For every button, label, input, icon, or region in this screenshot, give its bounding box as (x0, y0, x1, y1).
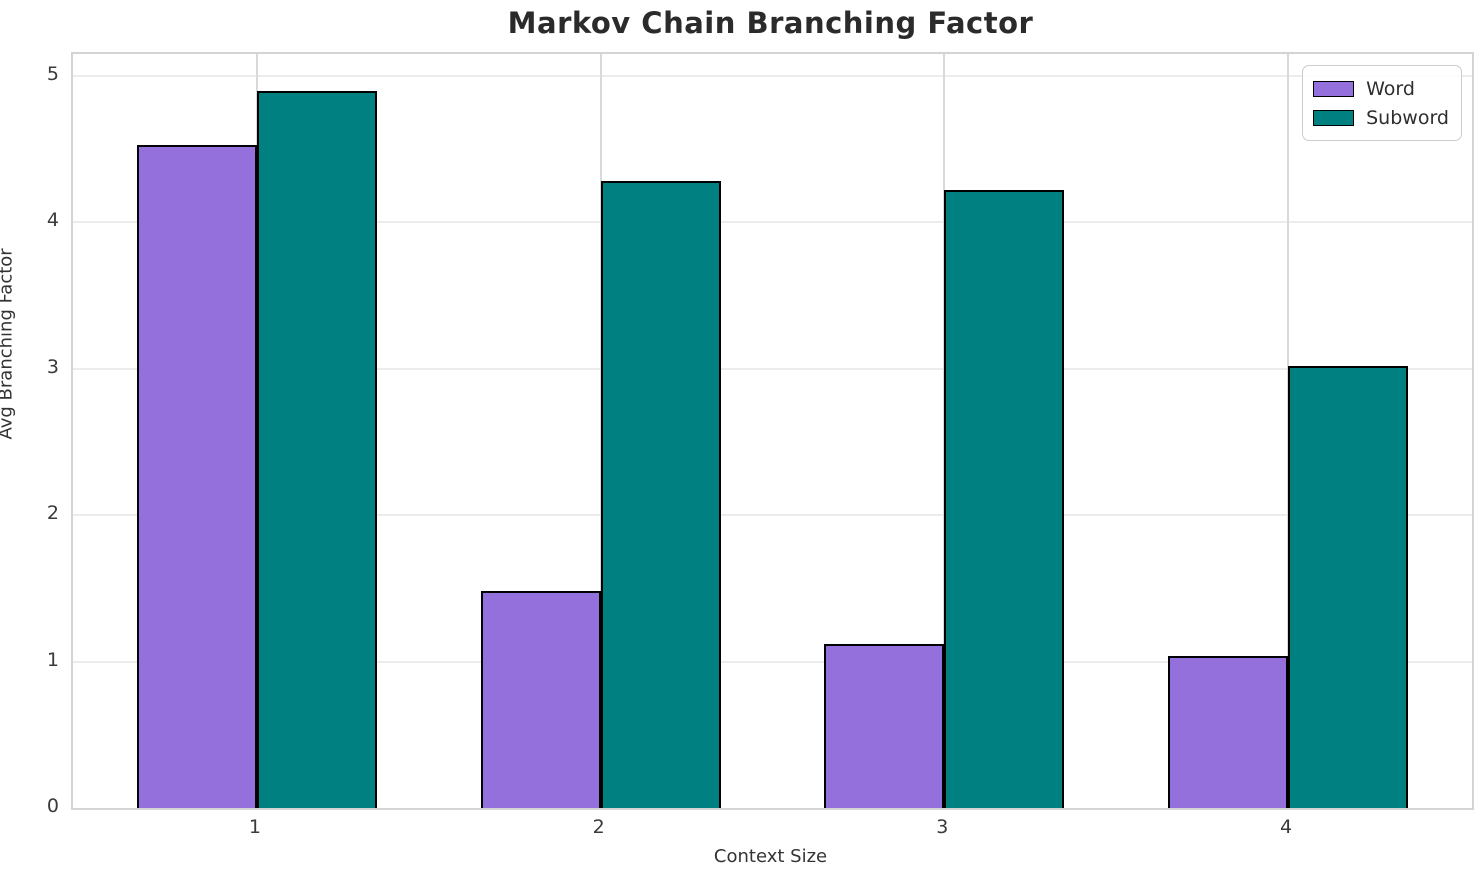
chart-title: Markov Chain Branching Factor (507, 6, 1034, 40)
bar-word-3 (824, 644, 945, 808)
bar-subword-4 (1288, 365, 1409, 808)
x-tick-label-1: 1 (248, 816, 261, 838)
gridline-y-3 (73, 367, 1472, 370)
y-axis-ticks: 0 1 2 3 4 5 (0, 52, 71, 817)
legend-item-word: Word (1313, 74, 1449, 103)
x-tick-label-4: 4 (1279, 816, 1293, 838)
y-axis-label: Avg Branching Factor (0, 248, 17, 440)
y-tick-label-0: 0 (46, 795, 59, 817)
y-tick-label-3: 3 (46, 355, 59, 378)
legend-swatch-subword-icon (1313, 109, 1355, 126)
bar-subword-1 (256, 90, 377, 808)
legend: Word Subword (1302, 65, 1462, 141)
legend-swatch-word-icon (1313, 80, 1355, 97)
bar-subword-3 (944, 190, 1065, 808)
y-tick-label-1: 1 (46, 648, 59, 671)
legend-item-subword: Subword (1313, 103, 1449, 132)
y-tick-label-5: 5 (46, 62, 59, 85)
y-tick-label-4: 4 (46, 209, 59, 232)
y-tick-label-2: 2 (46, 502, 59, 525)
x-tick-label-2: 2 (592, 816, 605, 838)
x-tick-label-3: 3 (936, 816, 949, 838)
legend-label-word: Word (1366, 77, 1415, 100)
gridline-y-5 (73, 74, 1472, 77)
plot-area: Word Subword (71, 52, 1474, 810)
x-axis-label: Context Size (713, 846, 828, 867)
bar-word-4 (1167, 655, 1289, 808)
legend-label-subword: Subword (1366, 106, 1449, 129)
gridline-y-4 (73, 221, 1472, 224)
gridline-y-2 (73, 514, 1472, 517)
bar-subword-2 (600, 181, 721, 808)
bar-word-2 (480, 591, 601, 808)
bar-word-1 (136, 144, 257, 808)
gridline-y-1 (73, 660, 1472, 663)
